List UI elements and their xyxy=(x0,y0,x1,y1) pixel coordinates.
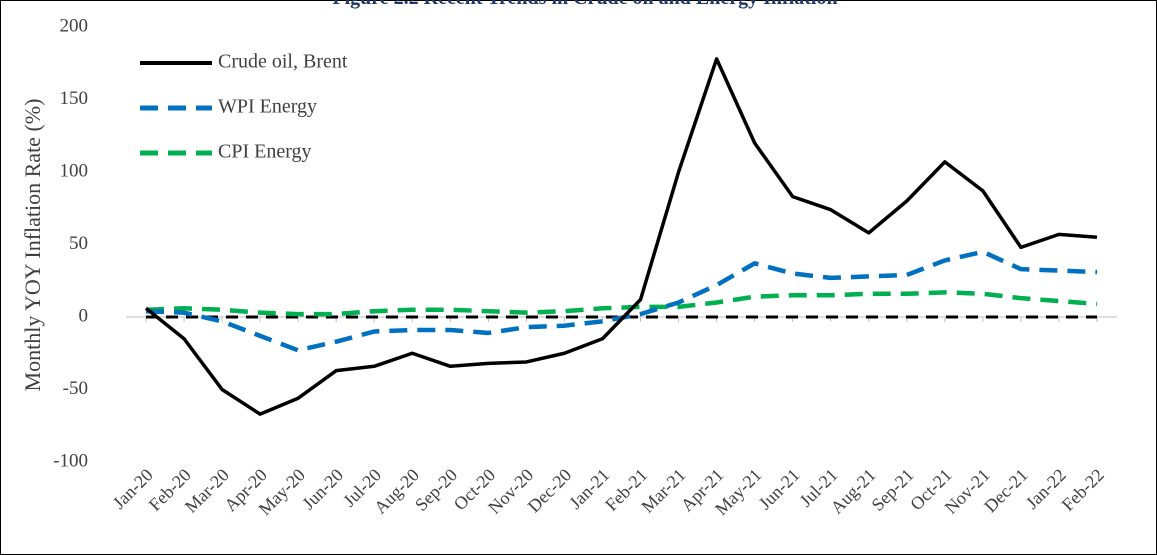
chart-title: Figure 2.2 Recent Trends in Crude oil an… xyxy=(332,0,837,9)
y-tick-label: 0 xyxy=(79,305,89,326)
y-axis-label: Monthly YOY Inflation Rate (%) xyxy=(20,99,45,392)
y-tick-label: 50 xyxy=(69,233,88,254)
x-tick-label: Feb-22 xyxy=(1058,465,1108,515)
legend-label: Crude oil, Brent xyxy=(218,51,348,73)
y-tick-label: -50 xyxy=(63,378,88,399)
x-tick-label: Jun-20 xyxy=(298,465,347,514)
y-tick-label: 150 xyxy=(60,88,89,109)
x-tick-label: Mar-20 xyxy=(181,465,233,517)
x-tick-label: Sep-21 xyxy=(867,465,917,515)
legend-label: WPI Energy xyxy=(218,96,317,118)
x-tick-label: Dec-21 xyxy=(980,465,1032,517)
x-tick-label: Mar-21 xyxy=(637,465,689,517)
series-line xyxy=(144,57,1098,416)
x-tick-label: Jun-21 xyxy=(755,465,804,514)
y-tick-label: 100 xyxy=(60,160,89,181)
series-line xyxy=(145,290,1098,317)
series-line xyxy=(145,249,1098,353)
y-tick-label: 200 xyxy=(60,15,89,36)
x-tick-label: Sep-20 xyxy=(411,465,461,515)
y-tick-label: -100 xyxy=(53,450,88,471)
x-tick-label: Dec-20 xyxy=(524,465,576,517)
legend-label: CPI Energy xyxy=(218,141,312,163)
